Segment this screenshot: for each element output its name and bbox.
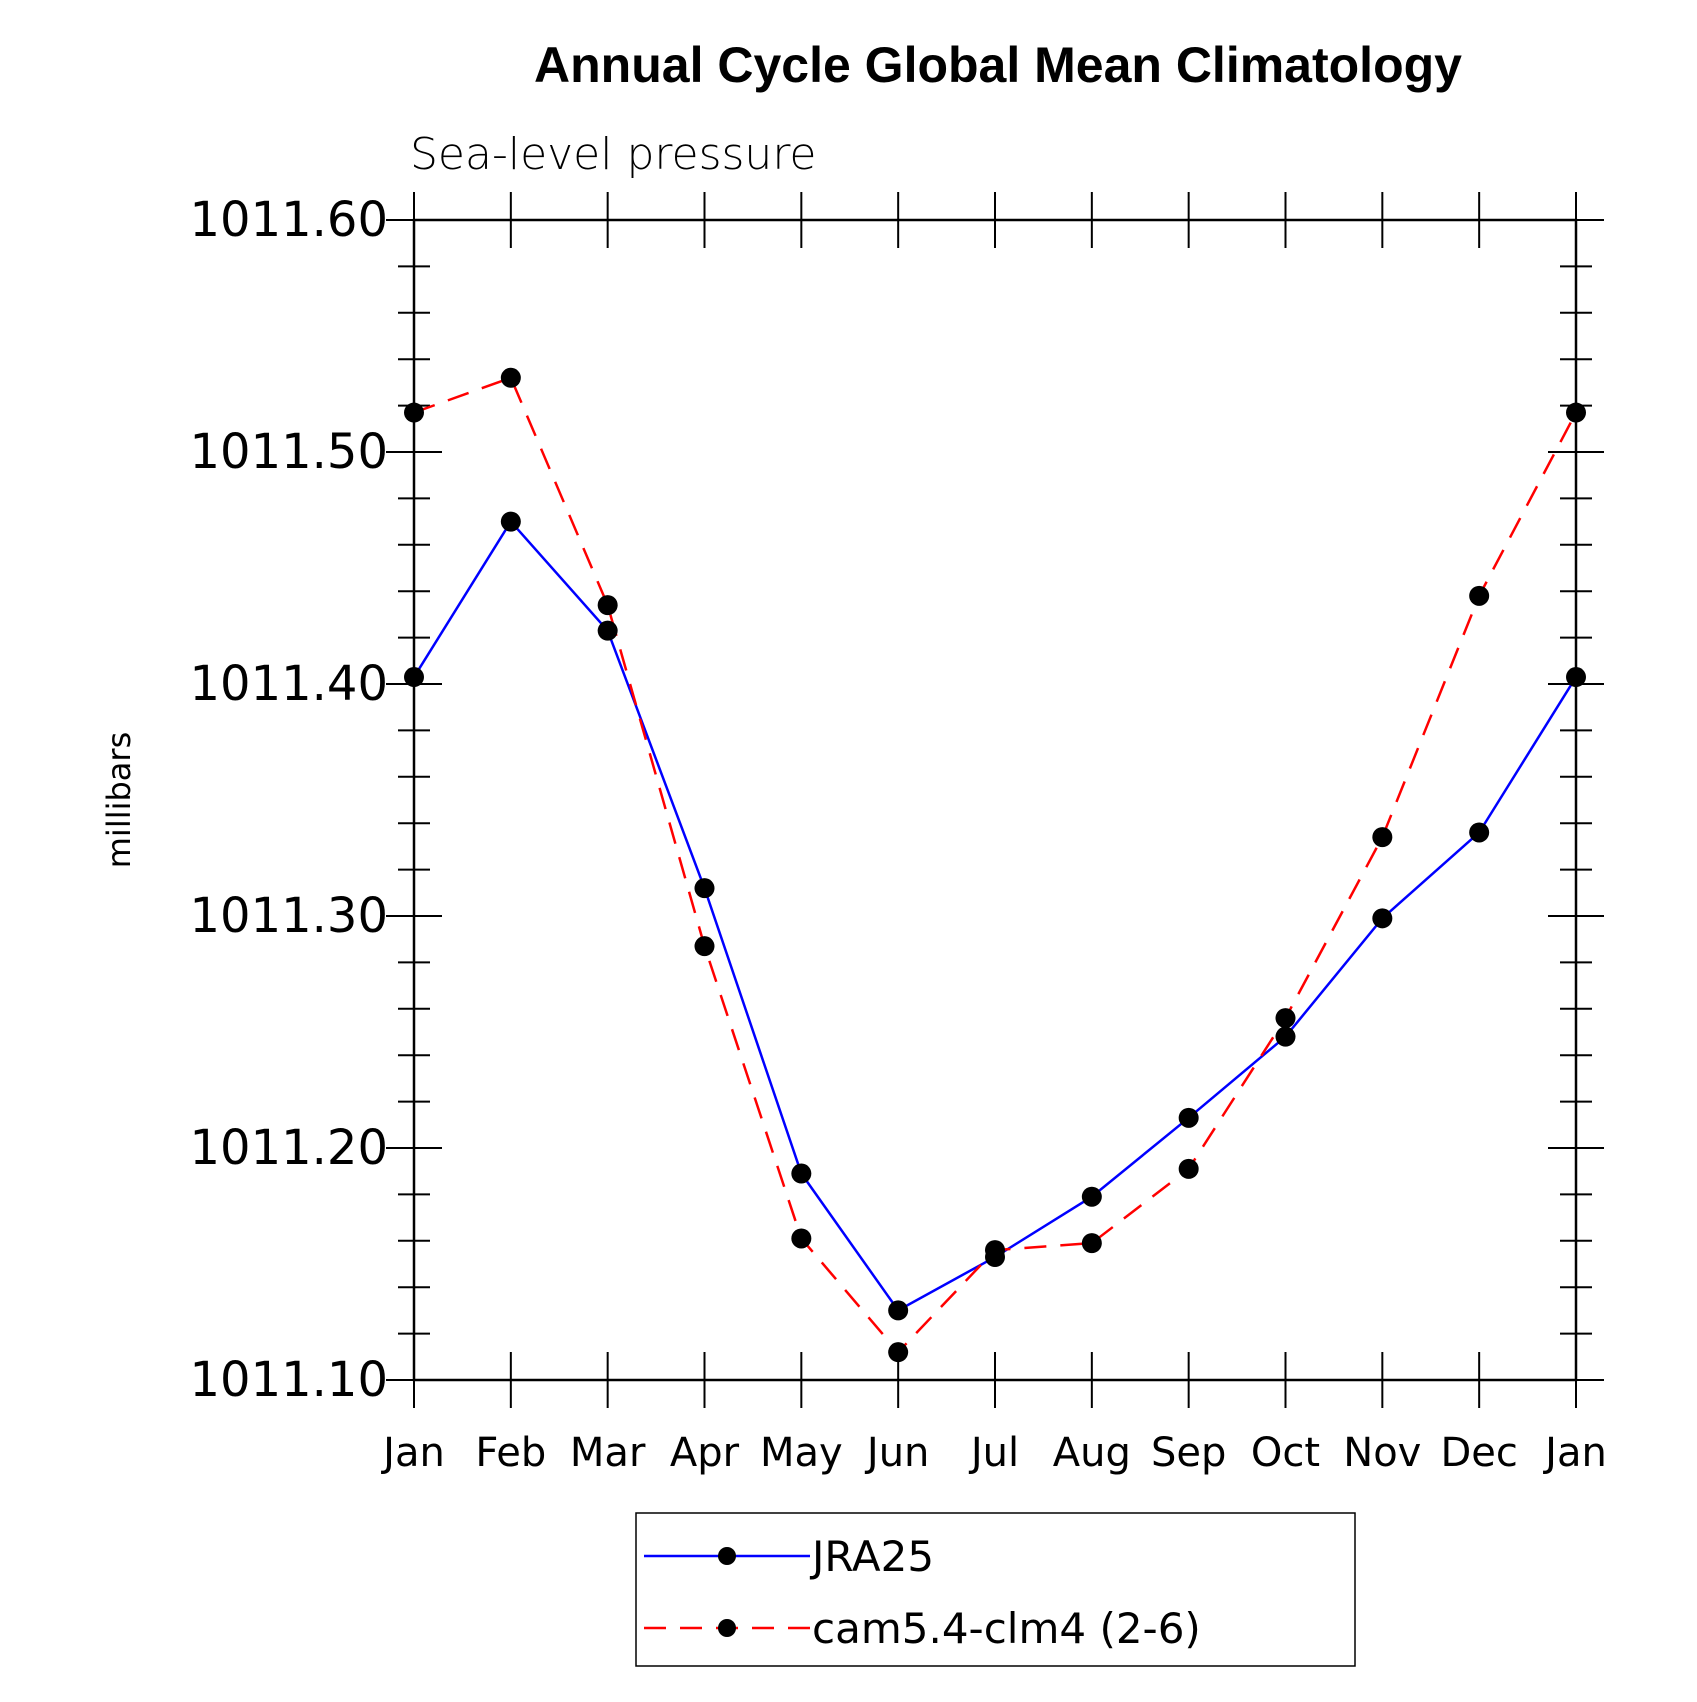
y-tick-label: 1011.10 <box>190 1352 389 1408</box>
x-tick-label: Nov <box>1343 1430 1421 1476</box>
data-point-1 <box>597 595 618 616</box>
data-point-0 <box>694 878 715 899</box>
data-point-1 <box>404 402 424 423</box>
x-tick-label: Feb <box>475 1430 546 1476</box>
x-tick-label: Apr <box>670 1430 740 1476</box>
data-point-0 <box>1275 1026 1296 1047</box>
data-point-0 <box>500 511 521 532</box>
data-point-1 <box>1178 1158 1199 1179</box>
y-tick-label: 1011.40 <box>190 656 389 712</box>
chart-title: Annual Cycle Global Mean Climatology <box>534 37 1462 93</box>
y-tick-label: 1011.50 <box>190 424 389 480</box>
data-point-0 <box>1178 1107 1199 1128</box>
data-point-0 <box>404 667 424 688</box>
data-point-0 <box>1566 667 1586 688</box>
data-point-1 <box>985 1240 1005 1261</box>
x-axis: Jan Feb Mar Apr May Jun Jul Aug Sep Oct Nov Dec Jan <box>380 192 1607 1476</box>
data-point-1 <box>888 1342 909 1363</box>
x-tick-label: Mar <box>570 1430 646 1476</box>
data-point-0 <box>1081 1186 1102 1207</box>
legend-marker-cam5 <box>718 1619 736 1637</box>
series-layer <box>404 367 1586 1363</box>
x-tick-label: Jan <box>380 1430 445 1476</box>
legend-box <box>635 1512 1356 1667</box>
y-tick-label: 1011.30 <box>190 888 389 944</box>
x-tick-label: Oct <box>1251 1430 1320 1476</box>
data-point-1 <box>1372 827 1393 848</box>
x-tick-label: May <box>760 1430 843 1476</box>
data-point-0 <box>791 1163 812 1184</box>
x-tick-label: Dec <box>1440 1430 1517 1476</box>
y-axis-label: millibars <box>100 732 138 868</box>
data-point-1 <box>1081 1233 1102 1254</box>
series-line-1 <box>413 376 1578 1355</box>
data-point-1 <box>1566 402 1586 423</box>
y-tick-label: 1011.20 <box>190 1120 389 1176</box>
y-axis: 1011.10 1011.20 1011.30 1011.40 1011.50 1011.… <box>190 192 1604 1408</box>
data-point-1 <box>1275 1008 1296 1029</box>
data-point-1 <box>1469 585 1490 606</box>
legend-label-cam5: cam5.4-clm4 (2-6) <box>812 1604 1201 1653</box>
data-point-0 <box>1469 822 1490 843</box>
data-point-1 <box>694 936 715 957</box>
legend: JRA25 cam5.4-clm4 (2-6) <box>635 1512 1356 1667</box>
chart-subtitle: Sea-level pressure <box>410 129 817 180</box>
x-tick-label: Jun <box>864 1430 930 1476</box>
x-tick-label: Sep <box>1151 1430 1226 1476</box>
data-point-1 <box>791 1228 812 1249</box>
x-tick-label: Aug <box>1053 1430 1131 1476</box>
x-tick-label: Jul <box>968 1430 1019 1476</box>
x-tick-label: Jan <box>1542 1430 1607 1476</box>
legend-marker-jra25 <box>718 1547 736 1565</box>
y-tick-label: 1011.60 <box>190 192 389 248</box>
series-line-0 <box>412 519 1578 1313</box>
legend-label-jra25: JRA25 <box>809 1532 934 1581</box>
data-point-0 <box>597 620 618 641</box>
data-point-1 <box>500 367 521 388</box>
data-point-0 <box>1372 908 1393 929</box>
data-point-0 <box>888 1300 909 1321</box>
plot-frame <box>412 218 1578 1382</box>
